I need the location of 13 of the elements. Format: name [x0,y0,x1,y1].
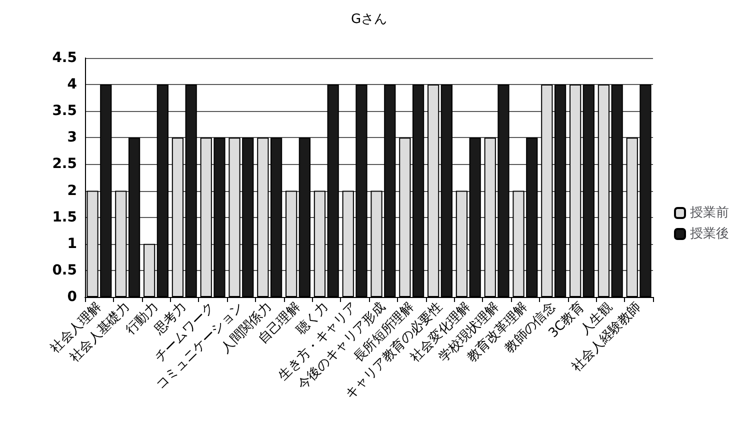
y-tick-label: 2 [67,182,77,199]
legend-label: 授業後 [690,226,729,242]
chart-title: Gさん [350,12,388,27]
y-tick-label: 2.5 [52,156,77,172]
y-tick-label: 0 [67,289,78,305]
y-tick-label: 3.5 [52,103,77,120]
legend-label: 授業前 [690,206,729,220]
y-tick-label: 4.5 [52,50,77,66]
y-tick-label: 1 [67,236,77,252]
y-tick-label: 4 [67,76,78,93]
y-tick-label: 0.5 [52,262,77,278]
y-tick-label: 1.5 [52,209,77,226]
y-tick-label: 3 [67,130,77,146]
